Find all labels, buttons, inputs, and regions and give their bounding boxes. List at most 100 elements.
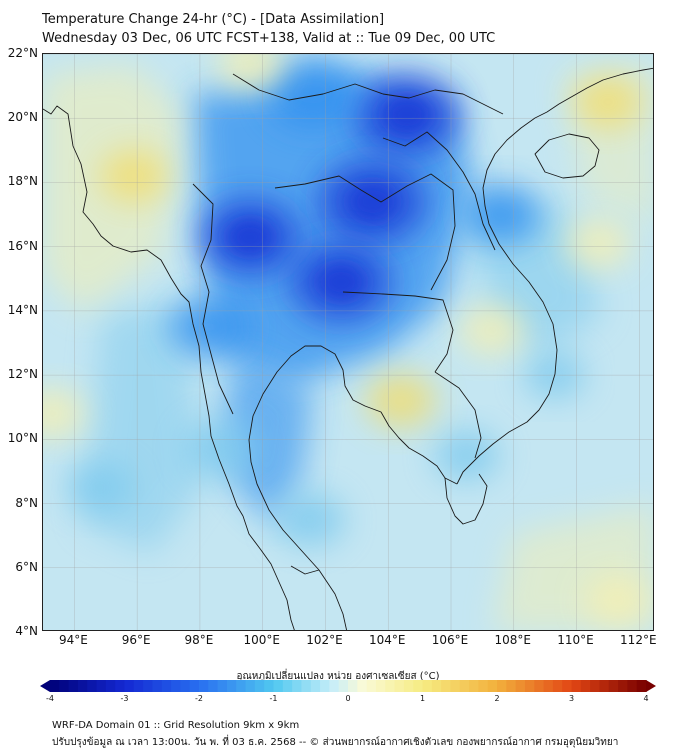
colorbar-cell [115, 680, 126, 692]
warm-anomaly-18 [459, 304, 525, 356]
coast-malay-east [248, 345, 458, 630]
anomaly-core-4 [229, 220, 271, 255]
colorbar-cell [571, 680, 582, 692]
coast-hainan [534, 133, 600, 179]
colorbar-cell [618, 680, 628, 692]
border-thai-myanmar [192, 183, 234, 415]
colorbar-cell [161, 680, 172, 692]
colorbar-cell [96, 680, 107, 692]
colorbar-title: อุณหภูมิเปลี่ยนแปลง หน่วย องศาเซลเซียส (… [236, 671, 440, 682]
colorbar-cell [552, 680, 563, 692]
anomaly-core-1 [384, 96, 430, 134]
cool-anomaly-11 [433, 430, 500, 481]
colorbar [40, 680, 656, 692]
colorbar-cell [562, 680, 573, 692]
colorbar-tick-label: -1 [269, 694, 278, 703]
colorbar-cell [254, 680, 265, 692]
colorbar-cell [357, 680, 368, 692]
anomaly-core-2 [349, 183, 396, 221]
warm-anomaly-14 [217, 54, 283, 89]
lat-label: 8°N [15, 495, 38, 510]
cool-anomaly-9 [274, 492, 345, 547]
colorbar-tick-label: 2 [494, 694, 500, 703]
colorbar-cell [459, 680, 470, 692]
map-subtitle: Wednesday 03 Dec, 06 UTC FCST+138, Valid… [42, 31, 496, 46]
colorbar-cell [431, 680, 442, 692]
colorbar-max-arrow [646, 680, 656, 692]
colorbar-cell [627, 680, 638, 692]
colorbar-cell [524, 680, 535, 692]
colorbar-cell [264, 680, 275, 692]
colorbar-cell [497, 680, 507, 692]
colorbar-cell [105, 680, 116, 692]
lon-label: 108°E [494, 633, 532, 647]
border-thai-cambodia [342, 291, 454, 373]
colorbar-cell [124, 680, 135, 692]
colorbar-cell [329, 680, 340, 692]
colorbar-cell [608, 680, 619, 692]
border-china [232, 73, 504, 115]
cool-anomaly-8 [462, 184, 540, 245]
colorbar-cell [133, 680, 144, 692]
colorbar-cell [152, 680, 163, 692]
colorbar-cell [273, 680, 284, 692]
lat-label: 18°N [7, 174, 38, 189]
cool-anomaly-10 [66, 462, 133, 513]
warm-anomaly-13 [100, 149, 168, 203]
colorbar-cell [450, 680, 461, 692]
lon-label: 112°E [620, 633, 657, 647]
colorbar-tick-label: 0 [345, 694, 351, 703]
coast-vietnam [456, 67, 653, 485]
coast-malay-west [242, 515, 295, 630]
colorbar-cell [292, 680, 303, 692]
lon-label: 102°E [306, 633, 343, 647]
colorbar-cell [236, 680, 247, 692]
colorbar-cell [189, 680, 200, 692]
lat-label: 10°N [7, 431, 38, 446]
warm-anomaly-20 [585, 575, 649, 625]
colorbar-cell [515, 680, 526, 692]
colorbar-cell [338, 680, 349, 692]
colorbar-cell [77, 680, 88, 692]
colorbar-tick-label: 1 [419, 694, 426, 703]
colorbar-cell [282, 680, 293, 692]
lon-label: 106°E [431, 633, 469, 647]
colorbar-tick-label: 4 [643, 694, 649, 703]
colorbar-cell [422, 680, 433, 692]
colorbar-cell [87, 680, 98, 692]
colorbar-cell [50, 680, 60, 692]
footer-model-info: WRF-DA Domain 01 :: Grid Resolution 9km … [52, 720, 300, 731]
lat-label: 16°N [7, 238, 38, 253]
anomaly-centres [43, 54, 649, 625]
border-thai-laos [274, 173, 456, 291]
footer-credit: ปรับปรุงข้อมูล ณ เวลา 13:00น. วัน พ. ที่… [52, 737, 619, 748]
colorbar-cell [226, 680, 237, 692]
anomaly-core-3 [319, 264, 363, 300]
colorbar-cell [580, 680, 591, 692]
lon-label: 104°E [368, 633, 406, 647]
colorbar-cell [599, 680, 610, 692]
lon-label: 98°E [184, 633, 214, 647]
lat-label: 20°N [7, 110, 38, 125]
lat-label: 22°N [7, 46, 38, 60]
colorbar-cell [478, 680, 489, 692]
colorbar-cell [385, 680, 396, 692]
colorbar-cell [68, 680, 79, 692]
colorbar-cell [469, 680, 479, 692]
colorbar-cell [301, 680, 312, 692]
colorbar-cell [441, 680, 452, 692]
colorbar-cell [636, 680, 647, 692]
colorbar-cell [534, 680, 545, 692]
border-thai-malaysia [290, 565, 320, 575]
warm-anomaly-15 [573, 76, 642, 129]
colorbar-cell [320, 680, 330, 692]
colorbar-cell [394, 680, 405, 692]
colorbar-cell [199, 680, 209, 692]
lat-label: 4°N [15, 624, 38, 638]
colorbar-cell [310, 680, 321, 692]
colorbar-cell [217, 680, 228, 692]
colorbar-min-arrow [40, 680, 50, 692]
colorbar-tick-label: -4 [46, 694, 54, 703]
lon-label: 110°E [557, 633, 594, 647]
map-panel[interactable] [42, 53, 654, 631]
